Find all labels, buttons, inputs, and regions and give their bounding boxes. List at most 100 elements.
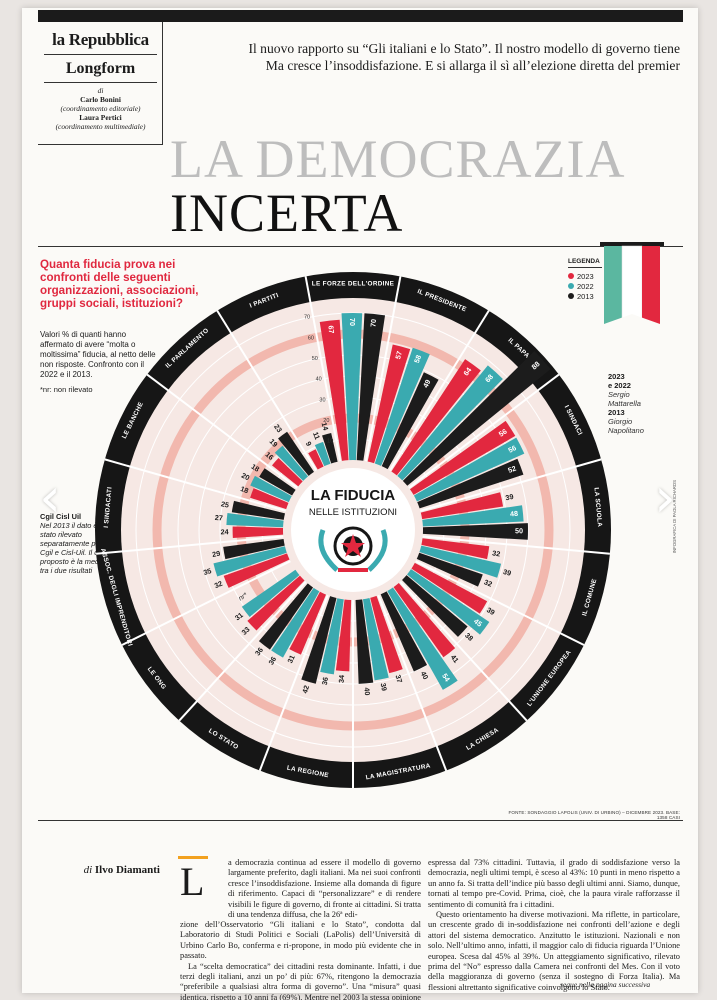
data-label: 56 bbox=[507, 443, 518, 455]
sector-divider bbox=[415, 560, 585, 646]
bar-2013 bbox=[381, 372, 439, 470]
category-label: I SINDACATI bbox=[103, 486, 114, 528]
sector-divider bbox=[389, 310, 490, 472]
president-year: 2013 bbox=[608, 408, 625, 417]
data-label: 32 bbox=[492, 548, 501, 558]
legend-item: 2023 bbox=[568, 271, 602, 281]
nr-note: *nr: non rilevato bbox=[40, 385, 93, 394]
cgil-note-title: Cgil Cisl Uil bbox=[40, 512, 82, 521]
data-label: 64 bbox=[461, 366, 473, 378]
sector-divider bbox=[178, 581, 307, 722]
newspaper-name: la Repubblica bbox=[52, 30, 149, 49]
prev-arrow-icon[interactable]: ‹ bbox=[39, 466, 61, 529]
sector-divider bbox=[377, 594, 448, 771]
divider bbox=[44, 54, 157, 55]
sector-divider bbox=[420, 458, 602, 512]
bar-2022 bbox=[413, 437, 525, 502]
intro-line: Il nuovo rapporto su “Gli italiani e lo … bbox=[248, 41, 680, 56]
data-label: 57 bbox=[393, 350, 404, 360]
divider bbox=[38, 820, 683, 821]
legend-label: 2022 bbox=[577, 281, 594, 291]
data-label: 36 bbox=[266, 655, 278, 667]
bar-2023 bbox=[421, 538, 490, 560]
divider bbox=[38, 144, 163, 145]
sector-divider bbox=[399, 581, 528, 722]
bar-2013 bbox=[301, 596, 337, 684]
sector-divider bbox=[121, 560, 291, 646]
bar-2022 bbox=[274, 445, 309, 481]
bar-2023 bbox=[247, 575, 305, 631]
data-label: 49 bbox=[421, 378, 433, 389]
author-name: Carlo Bonini bbox=[80, 95, 121, 104]
bar-2013 bbox=[380, 591, 428, 672]
president-year: 2023 bbox=[608, 372, 625, 381]
bar-2022 bbox=[320, 598, 344, 675]
bar-2022 bbox=[387, 587, 458, 690]
author-role: (coordinamento multimediale) bbox=[55, 122, 146, 131]
data-label: 23 bbox=[272, 422, 284, 434]
president-year: e 2022 bbox=[608, 381, 631, 390]
bar-2022 bbox=[362, 598, 389, 681]
bar-2013 bbox=[422, 523, 528, 540]
bar-2022 bbox=[241, 569, 300, 617]
sector-divider bbox=[422, 535, 610, 555]
bar-2013 bbox=[223, 539, 285, 560]
axis-tick: 60 bbox=[308, 335, 314, 341]
data-label: 50 bbox=[515, 526, 523, 535]
bar-2023 bbox=[370, 595, 403, 674]
intro-text: Il nuovo rapporto su “Gli italiani e lo … bbox=[190, 40, 680, 74]
bar-2013 bbox=[402, 575, 468, 637]
center-title: LA FIDUCIA bbox=[311, 487, 396, 504]
author-name: Laura Pertici bbox=[79, 113, 122, 122]
bar-2023 bbox=[391, 359, 481, 476]
cgil-note-text: Nel 2013 il dato è stato rilevato separa… bbox=[40, 521, 109, 575]
bar-2023 bbox=[289, 591, 327, 655]
bar-2022 bbox=[341, 313, 363, 461]
bar-2022 bbox=[250, 475, 292, 503]
data-label: 31 bbox=[285, 653, 297, 664]
data-label: 39 bbox=[505, 492, 515, 502]
data-label: 9 bbox=[304, 440, 314, 448]
sector-divider bbox=[258, 594, 329, 771]
article-paragraph: espressa dal 73% cittadini. Tuttavia, il… bbox=[428, 858, 680, 909]
data-label: 39 bbox=[379, 682, 389, 692]
divider bbox=[44, 82, 157, 83]
headline-line-1: LA DEMOCRAZIA bbox=[170, 129, 626, 189]
data-label: 58 bbox=[412, 354, 423, 365]
data-label: 27 bbox=[214, 513, 223, 523]
next-arrow-icon[interactable]: › bbox=[654, 466, 676, 529]
infographic-credit: INFOGRAFICA DI PAOLA RICHARDS bbox=[672, 480, 677, 554]
bar-2013 bbox=[402, 351, 551, 486]
sector-divider bbox=[104, 458, 286, 512]
data-label: 39 bbox=[485, 605, 496, 617]
bar-2013 bbox=[356, 313, 386, 461]
article-byline: di Ilvo Diamanti bbox=[40, 864, 160, 876]
president-name: Mattarella bbox=[608, 399, 641, 408]
section-name: Longform bbox=[65, 60, 136, 77]
president-note: 2023 e 2022 Sergio Mattarella 2013 Giorg… bbox=[608, 372, 678, 435]
data-label: 68 bbox=[483, 372, 495, 384]
article-paragraph: zione dell’Osservatorio “Gli italiani e … bbox=[180, 920, 421, 961]
bar-2023 bbox=[223, 553, 290, 588]
bar-2023 bbox=[271, 458, 303, 487]
data-label: 31 bbox=[233, 610, 245, 622]
by-label: di bbox=[97, 86, 104, 95]
sector-divider bbox=[304, 276, 342, 462]
bar-2022 bbox=[314, 441, 331, 467]
sector-divider bbox=[408, 373, 560, 489]
axis-tick: 70 bbox=[304, 315, 310, 321]
bar-2023 bbox=[319, 319, 349, 461]
data-label: 29 bbox=[211, 549, 220, 559]
bar-2023 bbox=[308, 449, 324, 470]
divider bbox=[38, 246, 683, 247]
data-label: 19 bbox=[268, 437, 280, 449]
legend-item: 2022 bbox=[568, 281, 602, 291]
bar-2013 bbox=[278, 431, 314, 476]
article-column-1-cont: zione dell’Osservatorio “Gli italiani e … bbox=[180, 920, 421, 1000]
category-label: LA SCUOLA bbox=[592, 487, 603, 527]
bar-2013 bbox=[355, 599, 374, 684]
axis-tick: 40 bbox=[316, 377, 322, 383]
chart-center: LA FIDUCIA NELLE ISTITUZIONI bbox=[291, 468, 415, 592]
data-label: 32 bbox=[213, 579, 224, 590]
